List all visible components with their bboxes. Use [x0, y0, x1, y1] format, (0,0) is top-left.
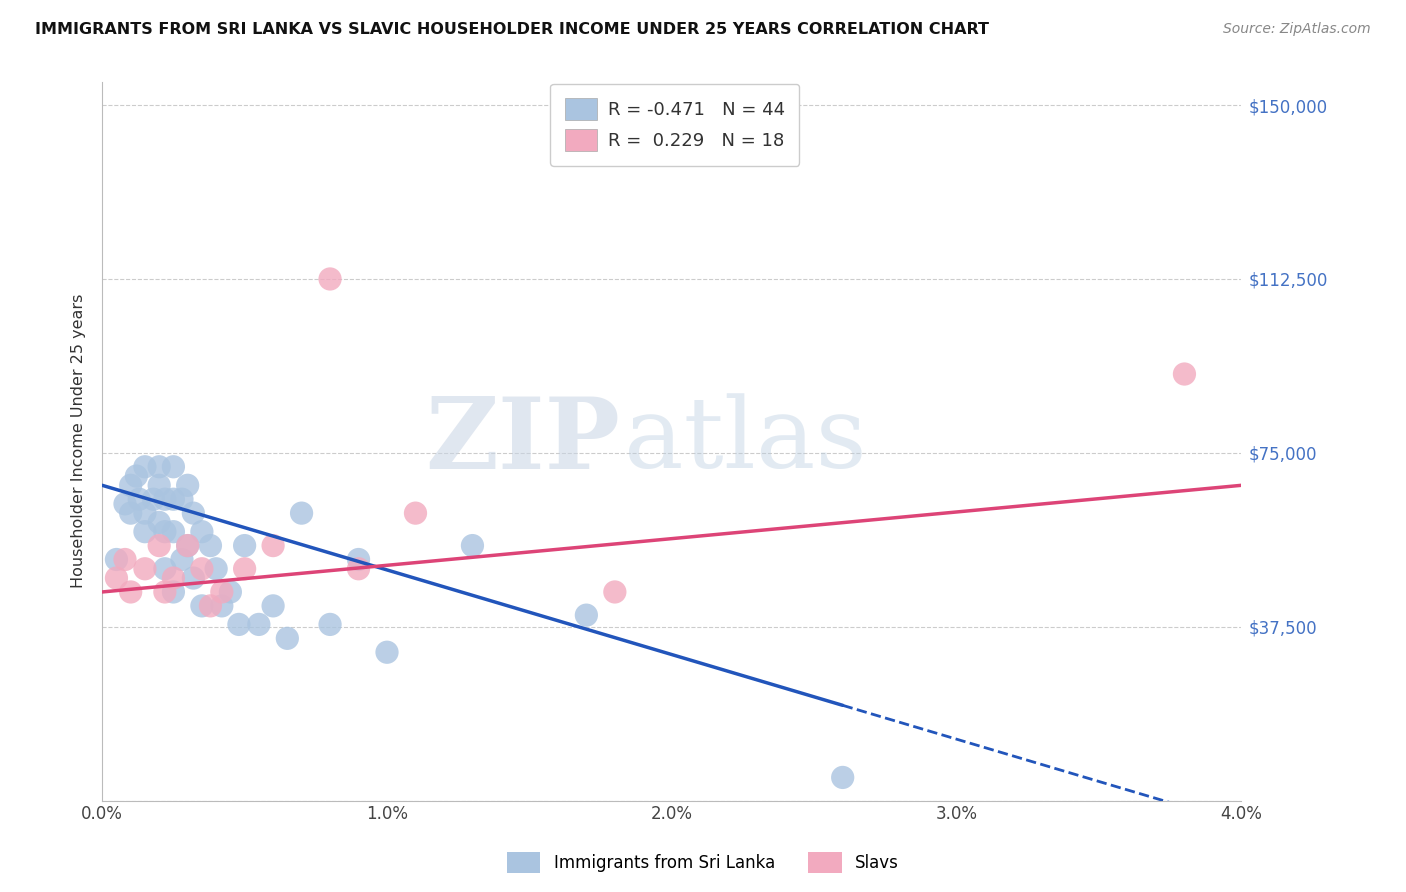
- Point: [120, 585, 142, 599]
- Point: [120, 506, 142, 520]
- Point: [125, 469, 148, 483]
- Point: [128, 492, 150, 507]
- Point: [162, 459, 184, 474]
- Point: [211, 585, 233, 599]
- Point: [262, 539, 284, 553]
- Point: [205, 562, 228, 576]
- Point: [347, 552, 370, 566]
- Point: [603, 585, 626, 599]
- Point: [114, 497, 136, 511]
- Point: [183, 506, 205, 520]
- Point: [162, 585, 184, 599]
- Text: IMMIGRANTS FROM SRI LANKA VS SLAVIC HOUSEHOLDER INCOME UNDER 25 YEARS CORRELATIO: IMMIGRANTS FROM SRI LANKA VS SLAVIC HOUS…: [35, 22, 990, 37]
- Y-axis label: Householder Income Under 25 years: Householder Income Under 25 years: [72, 294, 86, 589]
- Text: atlas: atlas: [624, 393, 866, 489]
- Point: [233, 562, 256, 576]
- Text: Source: ZipAtlas.com: Source: ZipAtlas.com: [1223, 22, 1371, 37]
- Text: ZIP: ZIP: [426, 392, 620, 490]
- Point: [142, 492, 165, 507]
- Point: [170, 492, 193, 507]
- Point: [219, 585, 242, 599]
- Point: [153, 562, 176, 576]
- Point: [319, 272, 342, 286]
- Point: [191, 524, 214, 539]
- Point: [153, 524, 176, 539]
- Point: [276, 632, 298, 646]
- Point: [200, 599, 222, 613]
- Point: [228, 617, 250, 632]
- Point: [347, 562, 370, 576]
- Point: [176, 478, 198, 492]
- Point: [153, 585, 176, 599]
- Point: [105, 552, 128, 566]
- Point: [200, 539, 222, 553]
- Point: [114, 552, 136, 566]
- Point: [211, 599, 233, 613]
- Point: [148, 516, 170, 530]
- Point: [170, 552, 193, 566]
- Point: [162, 571, 184, 585]
- Point: [233, 539, 256, 553]
- Legend: R = -0.471   N = 44, R =  0.229   N = 18: R = -0.471 N = 44, R = 0.229 N = 18: [550, 84, 800, 166]
- Point: [575, 608, 598, 623]
- Point: [176, 539, 198, 553]
- Point: [1173, 367, 1195, 381]
- Point: [162, 492, 184, 507]
- Point: [134, 506, 156, 520]
- Point: [290, 506, 312, 520]
- Point: [134, 459, 156, 474]
- Point: [162, 524, 184, 539]
- Point: [148, 459, 170, 474]
- Point: [461, 539, 484, 553]
- Point: [134, 524, 156, 539]
- Point: [831, 771, 853, 785]
- Point: [262, 599, 284, 613]
- Point: [319, 617, 342, 632]
- Point: [247, 617, 270, 632]
- Point: [191, 599, 214, 613]
- Point: [405, 506, 427, 520]
- Point: [183, 571, 205, 585]
- Point: [134, 562, 156, 576]
- Point: [176, 539, 198, 553]
- Point: [148, 539, 170, 553]
- Point: [120, 478, 142, 492]
- Point: [153, 492, 176, 507]
- Point: [105, 571, 128, 585]
- Legend: Immigrants from Sri Lanka, Slavs: Immigrants from Sri Lanka, Slavs: [501, 846, 905, 880]
- Point: [375, 645, 398, 659]
- Point: [191, 562, 214, 576]
- Point: [148, 478, 170, 492]
